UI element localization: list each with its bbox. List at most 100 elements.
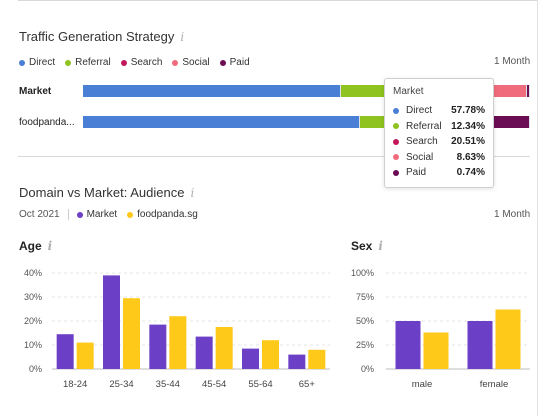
y-tick-label: 30% <box>24 292 42 302</box>
legend-item-paid[interactable]: Paid <box>219 57 250 68</box>
tooltip-value: 57.78% <box>451 105 485 117</box>
top-divider <box>18 0 537 1</box>
sex-chart: 0% 25% 50% 75% 100% male female <box>351 268 530 390</box>
tooltip-rows: Direct 57.78% Referral 12.34% Search 20.51% So… <box>393 103 485 181</box>
bar-foodpanda-sg-18-24[interactable] <box>76 342 94 369</box>
bar-market-25-34[interactable] <box>103 275 120 369</box>
audience-title-text: Domain vs Market: Audience <box>19 185 185 200</box>
legend-item-referral[interactable]: Referral <box>65 57 111 68</box>
legend-item-market[interactable]: Market <box>76 209 118 220</box>
bar-foodpanda-sg-35-44[interactable] <box>169 316 187 369</box>
segment-paid[interactable] <box>489 116 529 128</box>
tooltip-dot-icon <box>393 138 399 145</box>
bar-market-45-54[interactable] <box>195 336 213 369</box>
x-tick-label: 35-44 <box>156 379 180 390</box>
age-title: Age i <box>19 239 52 253</box>
info-icon[interactable]: i <box>47 239 53 253</box>
y-tick-label: 75% <box>356 292 374 302</box>
tooltip-value: 20.51% <box>451 136 485 148</box>
y-tick-label: 40% <box>24 268 42 278</box>
tooltip-name: Paid <box>406 167 427 179</box>
right-border <box>537 0 538 416</box>
bar-foodpanda-sg-65+[interactable] <box>308 349 326 369</box>
legend-dot-icon <box>127 211 134 218</box>
tooltip-row-social: Social 8.63% <box>393 150 485 166</box>
traffic-tooltip: Market Direct 57.78% Referral 12.34% Search 2… <box>384 78 494 188</box>
tooltip-dot-icon <box>393 123 399 130</box>
x-tick-label: 65+ <box>299 379 316 390</box>
tooltip-title: Market <box>393 86 424 97</box>
tooltip-name: Search <box>406 136 438 148</box>
bar-foodpanda-sg-female[interactable] <box>495 309 521 369</box>
bar-foodpanda-sg-25-34[interactable] <box>123 298 140 369</box>
legend-label: Search <box>130 57 163 68</box>
segment-direct[interactable] <box>83 116 360 128</box>
tooltip-dot-icon <box>393 154 399 161</box>
legend-label: Social <box>182 57 210 68</box>
legend-item-social[interactable]: Social <box>172 57 210 68</box>
sex-title-text: Sex <box>351 239 373 253</box>
info-icon[interactable]: i <box>190 186 195 200</box>
age-title-text: Age <box>19 239 42 253</box>
legend-label: Market <box>86 209 118 220</box>
tooltip-row-paid: Paid 0.74% <box>393 165 485 181</box>
traffic-period: 1 Month <box>494 56 531 67</box>
y-tick-label: 25% <box>356 340 374 350</box>
tooltip-dot-icon <box>393 169 399 176</box>
legend-item-search[interactable]: Search <box>120 57 163 68</box>
bar-market-55-64[interactable] <box>242 348 259 369</box>
legend-dot-icon <box>19 59 25 66</box>
x-tick-label: 25-34 <box>109 379 133 390</box>
tooltip-dot-icon <box>393 107 399 114</box>
bar-foodpanda-sg-55-64[interactable] <box>262 340 279 369</box>
info-icon[interactable]: i <box>180 30 185 44</box>
x-tick-label: 45-54 <box>202 379 226 390</box>
y-tick-label: 50% <box>356 316 374 326</box>
bar-market-65+[interactable] <box>288 354 306 369</box>
info-icon[interactable]: i <box>378 239 383 253</box>
segment-referral[interactable] <box>341 85 396 97</box>
bar-market-35-44[interactable] <box>149 324 167 369</box>
legend-dot-icon <box>219 59 226 66</box>
x-tick-label: male <box>412 379 433 390</box>
legend-label: Paid <box>229 57 250 68</box>
tooltip-row-referral: Referral 12.34% <box>393 119 485 135</box>
segment-paid[interactable] <box>526 85 529 97</box>
bar-market-female[interactable] <box>467 321 493 369</box>
bar-foodpanda-sg-male[interactable] <box>423 332 449 369</box>
legend-label: Direct <box>29 57 56 68</box>
bar-foodpanda-sg-45-54[interactable] <box>215 327 233 369</box>
bar-market-18-24[interactable] <box>56 334 74 369</box>
y-tick-label: 10% <box>24 340 42 350</box>
legend-item-foodpanda-sg[interactable]: foodpanda.sg <box>127 209 198 220</box>
legend-dot-icon <box>76 211 83 218</box>
x-tick-label: female <box>480 379 509 390</box>
legend-separator <box>67 209 69 220</box>
row-label-market: Market <box>19 86 52 97</box>
audience-title: Domain vs Market: Audience i <box>19 185 194 200</box>
y-tick-label: 0% <box>361 364 374 374</box>
legend-dot-icon <box>172 59 179 66</box>
segment-direct[interactable] <box>83 85 341 97</box>
y-tick-label: 100% <box>351 268 374 278</box>
x-tick-label: 55-64 <box>248 379 272 390</box>
legend-item-direct[interactable]: Direct <box>19 57 55 68</box>
audience-period: 1 Month <box>494 209 531 220</box>
tooltip-row-direct: Direct 57.78% <box>393 103 485 119</box>
y-tick-label: 20% <box>24 316 42 326</box>
bar-market-male[interactable] <box>395 321 421 369</box>
audience-date: Oct 2021 <box>19 209 60 220</box>
tooltip-name: Referral <box>406 120 442 132</box>
traffic-legend: Direct Referral Search Social Paid <box>19 57 260 68</box>
age-chart: 0% 10% 20% 30% 40% 18-24 25-34 35-44 45-54 55-64 6… <box>24 268 330 390</box>
sex-title: Sex i <box>351 239 383 253</box>
y-tick-label: 0% <box>29 364 42 374</box>
row-label-foodpanda: foodpanda... <box>19 117 75 128</box>
traffic-title: Traffic Generation Strategy i <box>19 29 184 44</box>
tooltip-name: Social <box>406 151 434 163</box>
tooltip-value: 8.63% <box>456 151 485 163</box>
legend-dot-icon <box>65 59 72 66</box>
segment-social[interactable] <box>488 85 526 97</box>
tooltip-value: 12.34% <box>451 120 485 132</box>
tooltip-name: Direct <box>406 105 433 117</box>
